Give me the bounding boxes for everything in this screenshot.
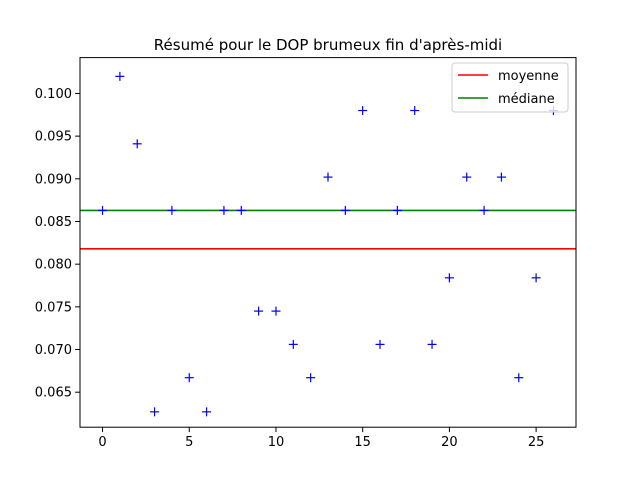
x-tick-label: 25: [528, 435, 545, 450]
data-point: [462, 172, 472, 182]
y-tick-label: 0.080: [35, 258, 72, 273]
data-points: [98, 71, 558, 417]
data-point: [150, 407, 160, 417]
data-point: [167, 205, 177, 215]
data-point: [340, 205, 350, 215]
data-point: [392, 205, 402, 215]
data-point: [531, 273, 541, 283]
plot-frame: [79, 57, 577, 428]
x-tick-label: 20: [441, 435, 458, 450]
data-point: [219, 205, 229, 215]
x-tick-label: 5: [185, 435, 193, 450]
data-point: [254, 306, 264, 316]
y-tick-label: 0.075: [35, 300, 72, 315]
data-point: [98, 205, 108, 215]
y-tick-label: 0.070: [35, 343, 72, 358]
data-point: [132, 139, 142, 149]
y-tick-label: 0.090: [35, 172, 72, 187]
x-tick-label: 15: [354, 435, 371, 450]
data-point: [375, 339, 385, 349]
data-point: [427, 339, 437, 349]
data-point: [202, 407, 212, 417]
data-point: [306, 373, 316, 383]
data-point: [479, 205, 489, 215]
data-point: [115, 71, 125, 81]
data-point: [288, 339, 298, 349]
x-tick-label: 0: [98, 435, 106, 450]
chart-title: Résumé pour le DOP brumeux fin d'après-m…: [154, 36, 502, 54]
y-tick-label: 0.100: [35, 87, 72, 102]
data-point: [496, 172, 506, 182]
data-point: [410, 106, 420, 116]
data-point: [514, 373, 524, 383]
y-axis-ticks: 0.065 0.070 0.075 0.080 0.085 0.090 0.095 0.100: [35, 87, 80, 401]
y-tick-label: 0.065: [35, 386, 72, 401]
x-axis-ticks: 0 5 10 15 20 25: [98, 427, 544, 450]
data-point: [271, 306, 281, 316]
data-point: [184, 373, 194, 383]
legend-label-mediane: médiane: [498, 92, 555, 107]
data-point: [236, 205, 246, 215]
chart-legend: moyenne médiane: [451, 62, 569, 113]
legend-label-moyenne: moyenne: [498, 69, 559, 84]
y-tick-label: 0.095: [35, 130, 72, 145]
y-tick-label: 0.085: [35, 215, 72, 230]
reference-lines: [80, 209, 576, 250]
data-point: [444, 273, 454, 283]
data-point: [323, 172, 333, 182]
data-point: [358, 106, 368, 116]
x-tick-label: 10: [268, 435, 285, 450]
